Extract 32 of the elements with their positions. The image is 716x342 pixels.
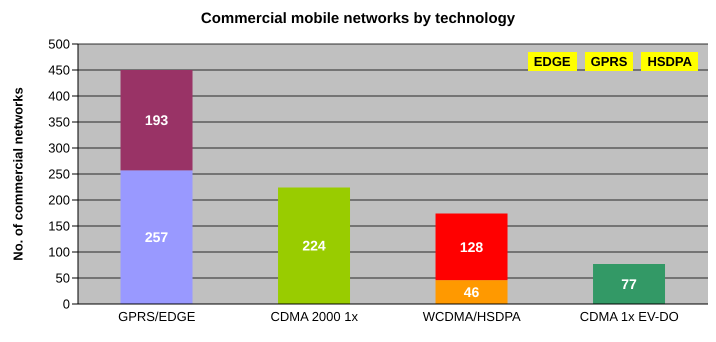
- bar: [120, 170, 193, 304]
- y-tick-label: 0: [62, 296, 70, 312]
- y-tick-label: 350: [48, 114, 70, 130]
- data-label: 46: [464, 284, 480, 300]
- y-tick-label: 200: [48, 192, 70, 208]
- y-tick-label: 500: [48, 36, 70, 52]
- data-label: 193: [144, 112, 168, 128]
- data-label: 128: [460, 238, 484, 255]
- y-axis-title: No. of commercial networks: [10, 87, 26, 261]
- bar: [436, 214, 508, 280]
- y-tick-label: 50: [56, 270, 70, 286]
- x-tick-label: WCDMA/HSDPA: [422, 309, 522, 324]
- y-tick-label: 100: [48, 244, 70, 260]
- bar: [120, 70, 193, 170]
- y-tick-label: 450: [48, 62, 70, 78]
- y-tick-label: 400: [48, 88, 70, 104]
- x-tick-label: CDMA 1x EV-DO: [580, 309, 679, 324]
- bar: [593, 264, 666, 304]
- annotation: GPRS: [584, 52, 634, 71]
- annotation: HSDPA: [641, 52, 698, 71]
- x-tick-label: GPRS/EDGE: [118, 309, 196, 324]
- bar: [436, 280, 508, 304]
- annotation: EDGE: [528, 52, 577, 71]
- chart-title: Commercial mobile networks by technology: [200, 9, 516, 29]
- y-tick-label: 300: [48, 140, 70, 156]
- bar: [278, 188, 350, 304]
- x-tick-label: CDMA 2000 1x: [270, 309, 358, 324]
- y-tick-label: 150: [48, 218, 70, 234]
- y-tick-label: 250: [48, 166, 70, 182]
- data-label: 224: [302, 238, 326, 254]
- data-label: 77: [621, 276, 638, 292]
- data-label: 257: [144, 229, 168, 246]
